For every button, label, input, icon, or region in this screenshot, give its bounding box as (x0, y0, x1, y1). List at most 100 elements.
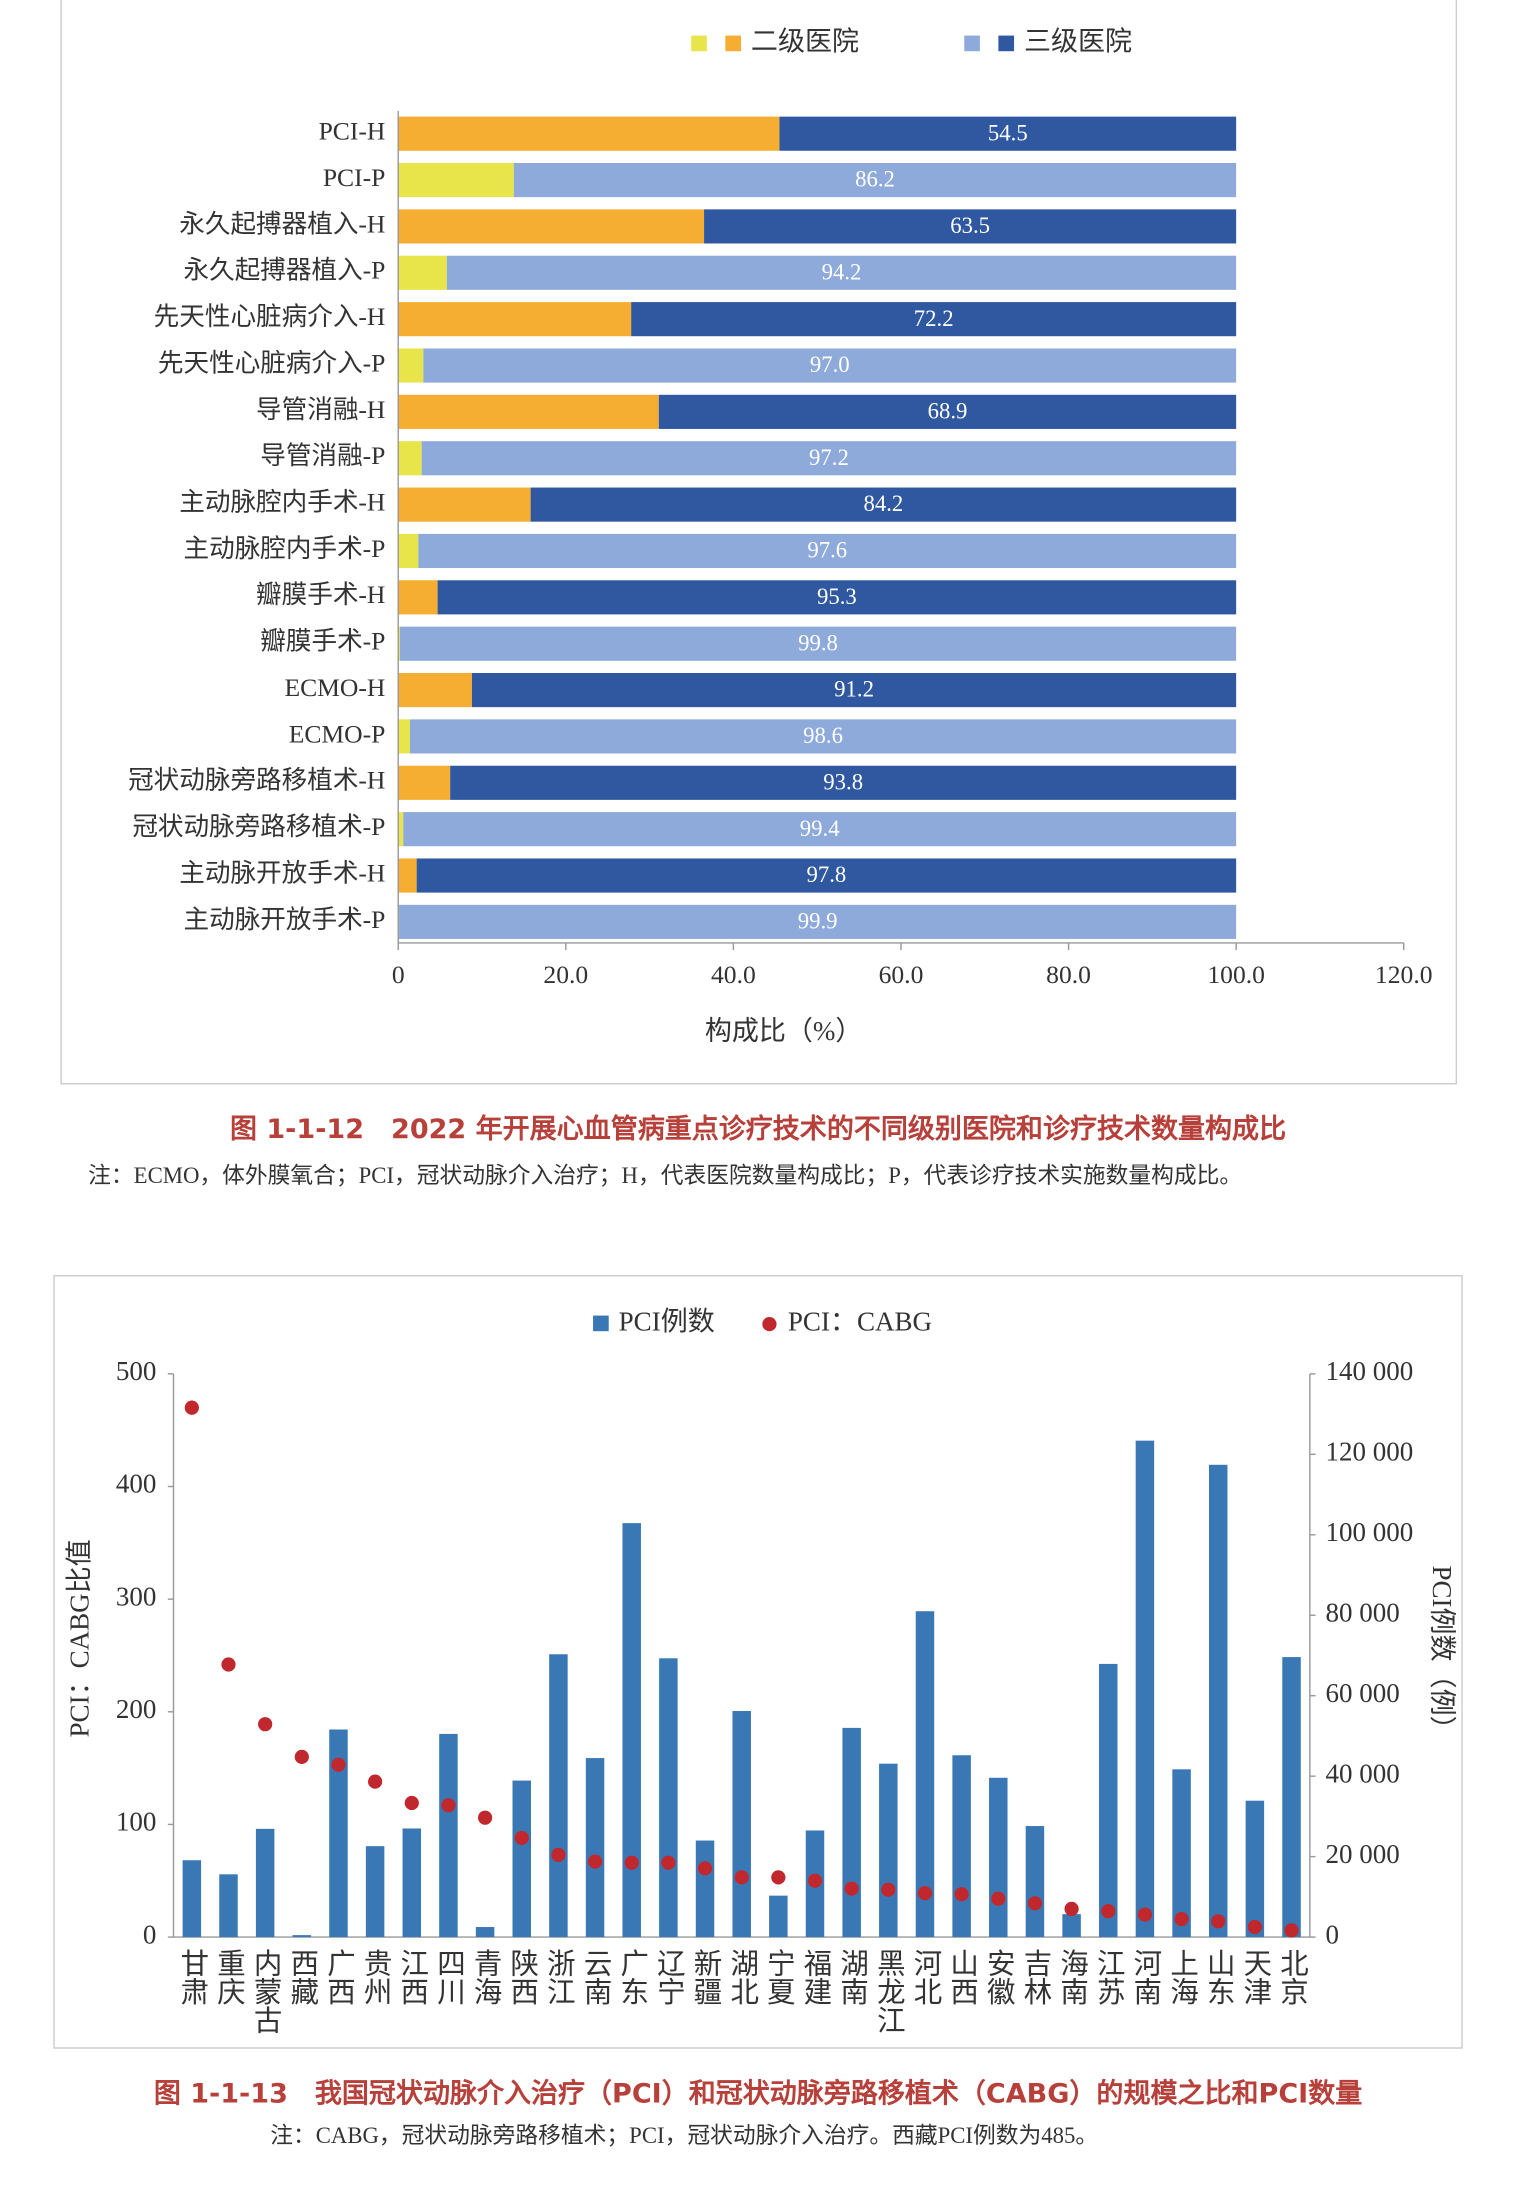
value-label: 97.0 (810, 352, 850, 377)
x-tick-label: 20.0 (543, 960, 588, 989)
x-tick-label: 天津 (1239, 1948, 1270, 2005)
bar (1062, 1914, 1081, 1938)
y-tick-label: PCI-P (323, 163, 386, 192)
bar-segment (409, 719, 1237, 754)
y2-tick-label: 60 000 (1326, 1678, 1400, 1708)
value-label: 98.6 (803, 723, 843, 748)
x-tick-label: 黑龙江 (873, 1948, 905, 2033)
x-tick-label: 湖北 (726, 1948, 758, 2005)
y2-axis-label: PCI例数（例） (1427, 1565, 1457, 1742)
point (1064, 1901, 1079, 1917)
x-tick-label: 山东 (1203, 1948, 1234, 2005)
bar (842, 1727, 861, 1938)
bar-segment (631, 302, 1237, 337)
value-label: 68.9 (928, 399, 968, 424)
point (624, 1855, 639, 1870)
value-label: 93.8 (823, 769, 863, 794)
bar-segment (398, 162, 514, 198)
bar (1245, 1800, 1265, 1938)
bar (1172, 1769, 1191, 1938)
bar-segment (398, 441, 422, 476)
point (917, 1886, 933, 1901)
bar (585, 1758, 605, 1938)
point (1211, 1914, 1226, 1929)
x-tick-label: 河北 (909, 1948, 941, 2005)
x-tick-label: 40.0 (711, 960, 756, 989)
y-tick-label: 冠状动脉旁路移植术-P (132, 812, 385, 841)
bar (879, 1763, 898, 1938)
chart-frame (60, 0, 1458, 1085)
x-tick-label: 浙江 (543, 1948, 574, 2005)
x-tick-label: 江苏 (1093, 1948, 1124, 2005)
x-tick-label: 福建 (800, 1948, 832, 2005)
bar (989, 1777, 1008, 1938)
point (1101, 1904, 1116, 1919)
point (844, 1881, 859, 1896)
value-label: 94.2 (822, 259, 862, 284)
value-label: 99.9 (798, 909, 838, 934)
value-label: 97.2 (809, 445, 849, 470)
bar (475, 1927, 495, 1938)
bar-segment (398, 673, 472, 708)
x-tick-label: 安徽 (983, 1948, 1015, 2005)
bar-segment (398, 394, 659, 429)
legend-swatch (762, 1316, 777, 1332)
x-axis-label: 构成比（%） (705, 1016, 863, 1046)
bar-segment (398, 858, 417, 893)
point (771, 1870, 786, 1885)
legend-label: PCI：CABG (788, 1306, 932, 1336)
x-tick-label: 上海 (1166, 1948, 1197, 2005)
point (661, 1855, 676, 1870)
y-tick-label: 400 (116, 1469, 157, 1499)
y-tick-label: 导管消融-H (256, 395, 385, 424)
bar (622, 1523, 641, 1938)
bar-segment (398, 533, 419, 569)
point (587, 1854, 603, 1869)
y-tick-label: ECMO-H (284, 673, 385, 702)
x-tick-label: 吉林 (1019, 1948, 1051, 2005)
bar-segment (437, 580, 1237, 615)
x-tick-label: 江西 (396, 1948, 427, 2005)
value-label: 91.2 (834, 677, 874, 702)
bar-segment (418, 533, 1237, 569)
legend-label: 二级医院 (751, 26, 859, 56)
point (477, 1810, 493, 1825)
point (258, 1717, 273, 1732)
point (368, 1774, 383, 1789)
x-tick-label: 辽宁 (653, 1948, 685, 2005)
x-tick-label: 陕西 (506, 1948, 537, 2005)
value-label: 54.5 (988, 120, 1028, 145)
y-tick-label: 永久起搏器植入-P (184, 256, 386, 285)
bar-segment (513, 162, 1237, 198)
point (514, 1830, 529, 1846)
bar (365, 1846, 385, 1938)
y-tick-label: 导管消融-P (260, 441, 385, 470)
y-tick-label: 主动脉腔内手术-P (184, 534, 386, 563)
y2-tick-label: 140 000 (1326, 1356, 1414, 1386)
bar (329, 1729, 348, 1938)
y-tick-label: 100 (116, 1807, 157, 1837)
point (881, 1882, 896, 1897)
bar (952, 1755, 971, 1938)
bar-segment (398, 209, 705, 244)
bar (732, 1710, 751, 1938)
bar (659, 1658, 678, 1938)
y2-tick-label: 120 000 (1326, 1437, 1414, 1467)
y2-tick-label: 100 000 (1326, 1517, 1414, 1547)
x-tick-label: 120.0 (1375, 960, 1433, 989)
bar (1135, 1440, 1155, 1938)
x-tick-label: 100.0 (1207, 960, 1265, 989)
y2-tick-label: 80 000 (1326, 1597, 1400, 1627)
bar-segment (398, 116, 780, 151)
y-tick-label: 冠状动脉旁路移植术-H (128, 766, 385, 795)
x-tick-label: 内蒙古 (250, 1948, 281, 2033)
x-tick-label: 新疆 (690, 1948, 721, 2005)
bar-segment (779, 116, 1237, 151)
bar (695, 1840, 715, 1938)
bar-segment (398, 487, 531, 522)
point (294, 1749, 309, 1764)
bar (255, 1828, 275, 1938)
x-tick-label: 北京 (1276, 1948, 1308, 2005)
point (734, 1870, 749, 1885)
